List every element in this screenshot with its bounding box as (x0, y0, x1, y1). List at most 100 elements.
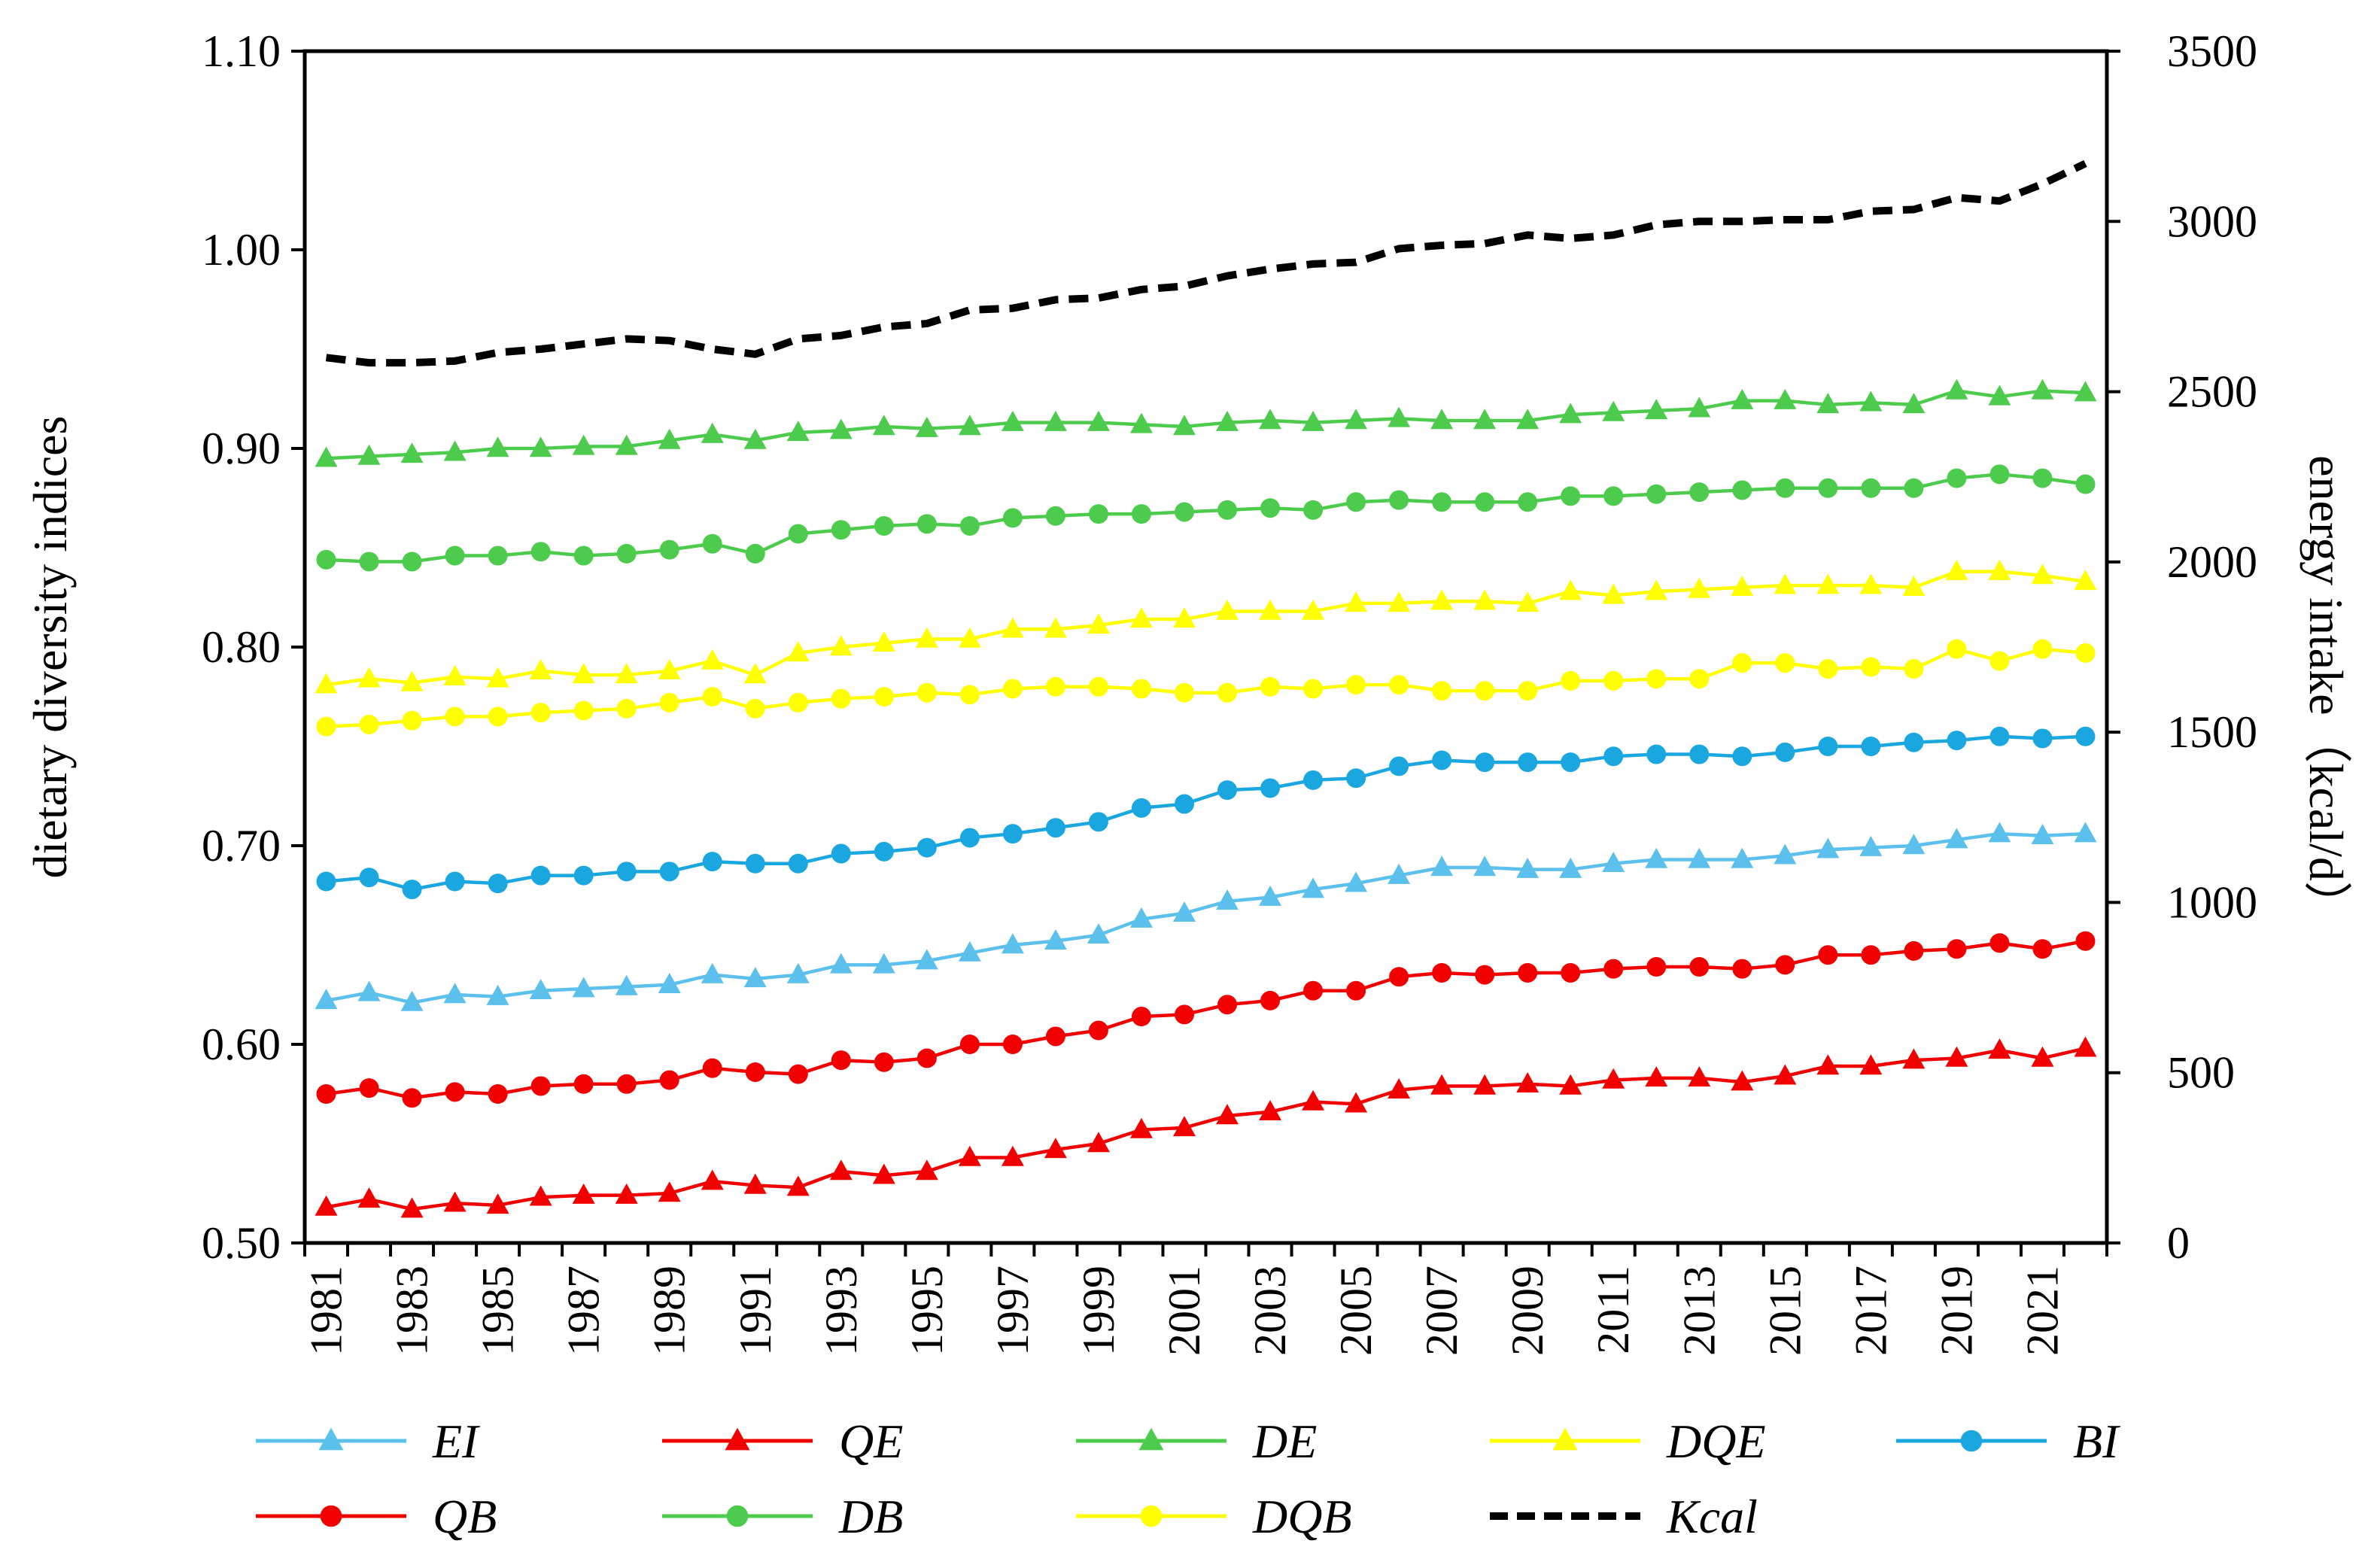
legend-item-ei: EI (256, 1415, 480, 1468)
data-point-bi (1217, 780, 1238, 801)
data-point-qe (872, 1163, 895, 1184)
data-point-dqe (1602, 583, 1625, 604)
data-point-qe (1645, 1066, 1668, 1087)
data-point-qe (1473, 1074, 1497, 1095)
data-point-de (1388, 406, 1411, 427)
data-point-db (745, 543, 765, 564)
data-point-dqe (315, 673, 338, 694)
data-point-de (829, 418, 853, 439)
data-point-bi (831, 843, 851, 864)
data-point-ei (1259, 885, 1282, 906)
data-point-dqb (1217, 682, 1238, 703)
y2-tick-label: 1000 (2167, 877, 2257, 927)
data-point-dqb (359, 714, 379, 734)
data-point-qe (829, 1159, 853, 1181)
data-point-ei (701, 962, 724, 983)
data-point-qe (1774, 1064, 1797, 1085)
x-tick-label: 2021 (2017, 1266, 2067, 1356)
data-point-qe (1087, 1132, 1110, 1153)
data-point-dqe (1345, 591, 1368, 612)
data-point-qb (1603, 959, 1624, 979)
data-point-db (2075, 474, 2096, 494)
data-point-ei (1216, 889, 1239, 910)
legend-marker (1552, 1427, 1578, 1451)
data-point-ei (1345, 871, 1368, 892)
data-point-de (1688, 397, 1711, 418)
x-tick-label: 2017 (1846, 1266, 1895, 1356)
data-point-dqb (1732, 653, 1752, 673)
data-point-de (915, 416, 938, 437)
data-point-dqb (1475, 681, 1495, 701)
data-point-qe (1559, 1074, 1582, 1095)
data-point-db (874, 515, 894, 536)
data-point-bi (874, 841, 894, 861)
data-point-db (488, 545, 508, 566)
data-point-db (1088, 504, 1108, 524)
data-point-dqe (786, 641, 810, 662)
data-point-bi (1260, 778, 1281, 798)
data-point-de (1259, 409, 1282, 430)
legend-item-dqe: DQE (1490, 1415, 1766, 1468)
data-point-de (1902, 393, 1926, 414)
data-point-de (1473, 409, 1497, 430)
data-point-ei (1430, 855, 1454, 877)
data-point-qe (357, 1187, 381, 1208)
series-ei (315, 822, 2097, 1011)
data-point-db (1045, 506, 1065, 526)
data-point-qe (701, 1169, 724, 1190)
data-point-qe (1129, 1117, 1153, 1138)
data-point-de (1731, 388, 1754, 409)
data-point-qe (1345, 1092, 1368, 1113)
data-point-de (1645, 399, 1668, 420)
data-point-de (315, 446, 338, 467)
data-point-dqe (1559, 579, 1582, 600)
legend-item-de: DE (1076, 1415, 1317, 1468)
data-point-qb (402, 1088, 422, 1108)
data-point-bi (573, 865, 594, 886)
data-point-dqe (1688, 577, 1711, 598)
legend-item-qb: QB (256, 1490, 497, 1543)
data-point-qb (488, 1084, 508, 1104)
data-point-db (1561, 486, 1581, 506)
data-point-bi (959, 828, 980, 848)
data-point-ei (1602, 852, 1625, 873)
legend-label: BI (2073, 1415, 2120, 1468)
data-point-de (1345, 409, 1368, 430)
x-tick-label: 1997 (988, 1266, 1038, 1356)
legend-marker (318, 1427, 344, 1451)
data-point-dqb (1646, 669, 1667, 689)
data-point-dqb (445, 707, 465, 727)
data-point-qe (1688, 1066, 1711, 1087)
data-point-qb (2075, 931, 2096, 951)
data-point-qb (1174, 1004, 1194, 1025)
data-point-ei (2031, 824, 2054, 845)
data-point-qb (745, 1062, 765, 1082)
data-point-qe (1859, 1054, 1883, 1075)
data-point-qb (959, 1035, 980, 1054)
data-point-de (786, 421, 810, 442)
data-point-qb (316, 1084, 336, 1104)
data-point-ei (2074, 822, 2097, 843)
data-point-dqe (658, 658, 681, 679)
data-point-db (402, 552, 422, 572)
data-point-bi (488, 874, 508, 894)
series-qe (315, 1036, 2097, 1218)
x-tick-label: 2019 (1932, 1266, 1981, 1356)
data-point-qb (1947, 939, 1967, 959)
data-point-qb (1904, 940, 1924, 961)
series-bi (316, 726, 2096, 900)
data-point-qb (916, 1048, 937, 1068)
data-point-qe (529, 1185, 552, 1206)
data-point-qe (615, 1183, 638, 1204)
data-point-ei (486, 984, 509, 1005)
data-point-dqb (1131, 679, 1151, 699)
x-tick-label: 1981 (302, 1266, 351, 1356)
data-point-de (958, 415, 981, 436)
legend-label: DQE (1666, 1415, 1766, 1468)
y2-tick-label: 0 (2167, 1218, 2190, 1268)
data-point-dqb (1002, 679, 1023, 699)
data-point-dqb (2032, 639, 2053, 659)
data-point-qb (2032, 939, 2053, 959)
data-point-bi (1646, 744, 1667, 764)
data-point-dqe (1902, 576, 1926, 597)
